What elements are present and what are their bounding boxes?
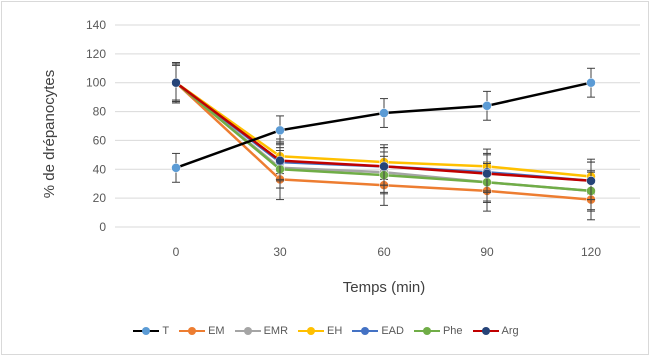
legend-label: EMR bbox=[263, 325, 289, 337]
legend-item-arg: Arg bbox=[472, 325, 519, 337]
y-tick-label: 120 bbox=[86, 47, 106, 61]
legend-label: EM bbox=[208, 325, 225, 337]
x-tick-label: 60 bbox=[377, 245, 391, 259]
legend-label: T bbox=[162, 325, 170, 337]
series-arg bbox=[171, 63, 596, 201]
y-axis-label: % de drépanocytes bbox=[41, 70, 58, 198]
legend-marker bbox=[422, 327, 431, 335]
legend-marker bbox=[481, 327, 490, 335]
x-tick-label: 90 bbox=[480, 245, 494, 259]
legend-swatch bbox=[234, 326, 261, 336]
legend-marker bbox=[307, 327, 316, 335]
legend-swatch bbox=[413, 326, 440, 336]
y-tick-label: 20 bbox=[93, 191, 107, 205]
data-point bbox=[482, 168, 492, 179]
x-tick-label: 0 bbox=[173, 245, 180, 259]
legend-swatch bbox=[352, 326, 379, 336]
y-tick-label: 40 bbox=[93, 162, 107, 176]
data-point bbox=[171, 77, 181, 88]
line-chart: 0 20 40 60 80 100 120 140 0 30 60 90 120 % de drépa… bbox=[41, 18, 640, 296]
x-tick-label: 30 bbox=[273, 245, 287, 259]
legend-item-eh: EH bbox=[298, 325, 342, 337]
series-em bbox=[171, 62, 596, 221]
y-axis-ticks: 0 20 40 60 80 100 120 140 bbox=[86, 18, 106, 234]
gridlines bbox=[115, 24, 640, 228]
x-axis-ticks: 0 30 60 90 120 bbox=[173, 245, 602, 259]
x-tick-label: 120 bbox=[581, 245, 601, 259]
data-point bbox=[379, 108, 389, 118]
y-tick-label: 0 bbox=[99, 220, 106, 234]
data-point bbox=[379, 161, 389, 172]
legend-item-t: T bbox=[133, 325, 169, 337]
data-point bbox=[586, 77, 596, 88]
legend: T EM EMR EH EAD Phe Arg bbox=[0, 321, 652, 341]
legend-item-ead: EAD bbox=[352, 325, 404, 337]
legend-swatch bbox=[133, 326, 160, 336]
legend-label: Phe bbox=[442, 325, 463, 337]
legend-marker bbox=[243, 327, 252, 335]
legend-swatch bbox=[472, 326, 499, 336]
y-tick-label: 60 bbox=[93, 133, 107, 147]
legend-label: EH bbox=[327, 325, 343, 337]
legend-marker bbox=[188, 327, 197, 335]
x-axis-label: Temps (min) bbox=[343, 279, 426, 296]
legend-item-em: EM bbox=[179, 325, 225, 337]
data-point bbox=[482, 101, 492, 111]
legend-item-emr: EMR bbox=[234, 325, 289, 337]
legend-swatch bbox=[179, 326, 206, 336]
data-point bbox=[171, 163, 181, 173]
legend-marker bbox=[142, 327, 151, 335]
legend-label: Arg bbox=[501, 325, 519, 337]
legend-marker bbox=[361, 327, 370, 335]
y-tick-label: 140 bbox=[86, 18, 106, 32]
data-point bbox=[275, 125, 285, 136]
y-tick-label: 100 bbox=[86, 76, 106, 90]
legend-item-phe: Phe bbox=[413, 325, 463, 337]
series-t bbox=[171, 67, 596, 183]
legend-label: EAD bbox=[381, 325, 404, 337]
legend-swatch bbox=[298, 326, 325, 336]
y-tick-label: 80 bbox=[93, 105, 107, 119]
data-point bbox=[275, 155, 285, 166]
series-group bbox=[171, 62, 596, 221]
data-point bbox=[586, 176, 596, 186]
